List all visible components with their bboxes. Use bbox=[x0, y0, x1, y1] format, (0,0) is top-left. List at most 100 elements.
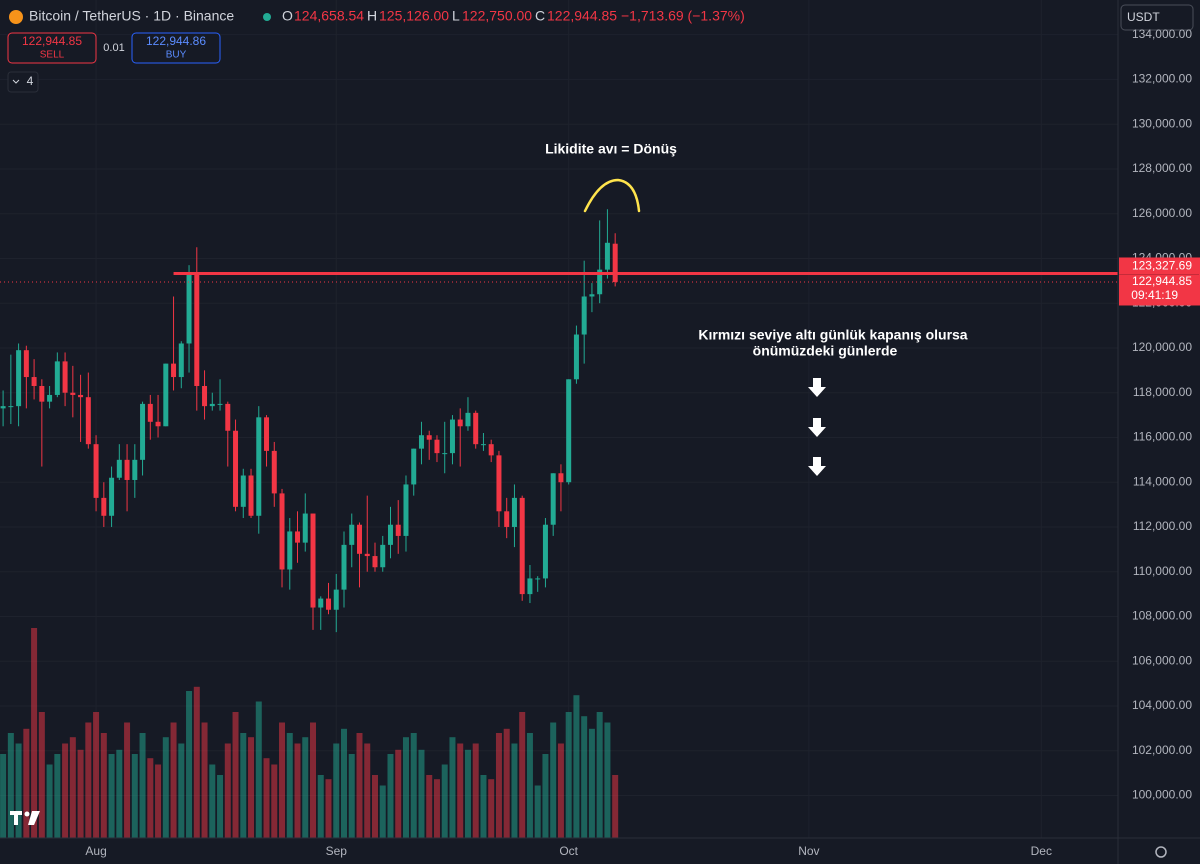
ohlc-label: C bbox=[535, 8, 545, 24]
overlay bbox=[0, 271, 1118, 283]
candle-body bbox=[558, 473, 564, 483]
volume-bar bbox=[387, 754, 394, 838]
volume-bar bbox=[488, 779, 495, 838]
volume-bar bbox=[54, 754, 61, 838]
volume-bar bbox=[255, 701, 262, 838]
volume-bar bbox=[348, 754, 355, 838]
candle-body bbox=[604, 242, 610, 270]
highlight-arc bbox=[583, 178, 641, 213]
candle-body bbox=[271, 450, 277, 494]
symbol: Bitcoin / TetherUS · 1D · Binance bbox=[29, 8, 234, 24]
annotation: önümüzdeki günlerde bbox=[753, 343, 898, 359]
ohlc-value: 124,658.54 bbox=[294, 8, 364, 24]
candle-body bbox=[434, 439, 440, 454]
candle-body bbox=[535, 578, 541, 580]
sell-price: 122,944.85 bbox=[22, 34, 82, 48]
volume-bar bbox=[155, 764, 162, 838]
indicators-toggle[interactable]: 4 bbox=[7, 71, 39, 93]
annotation: Likidite avı = Dönüş bbox=[545, 141, 677, 157]
x-tick-label: Sep bbox=[326, 844, 348, 858]
volume-bar bbox=[271, 764, 278, 838]
candle-body bbox=[589, 294, 595, 297]
candle-body bbox=[612, 243, 618, 283]
candle-body bbox=[279, 493, 285, 570]
volume-bar bbox=[248, 737, 255, 838]
volume-bar bbox=[449, 737, 456, 838]
volume-bar bbox=[38, 712, 45, 838]
annotation: Kırmızı seviye altı günlük kapanış olurs… bbox=[698, 327, 967, 343]
chevron bbox=[12, 79, 20, 84]
candle-body bbox=[473, 412, 479, 445]
settings-icon[interactable] bbox=[1155, 846, 1167, 858]
currency-box[interactable] bbox=[1120, 4, 1194, 31]
change: −1,713.69 (−1.37%) bbox=[621, 8, 745, 24]
candle-body bbox=[496, 455, 502, 512]
candle-body bbox=[295, 531, 301, 543]
volume-bar bbox=[364, 743, 371, 838]
sell-box[interactable] bbox=[7, 32, 97, 64]
sell-button[interactable]: 122,944.85 SELL bbox=[7, 32, 97, 64]
ohlc-label: H bbox=[367, 8, 377, 24]
volume-bar bbox=[565, 712, 572, 838]
candle-body bbox=[573, 334, 579, 380]
candle-body bbox=[140, 403, 146, 460]
y-tick-label: 108,000.00 bbox=[1132, 609, 1192, 623]
volume-bar bbox=[170, 722, 177, 838]
candle-body bbox=[380, 544, 386, 568]
indicators-box[interactable] bbox=[7, 71, 39, 93]
volume-bar bbox=[263, 758, 270, 838]
candle-body bbox=[186, 274, 192, 344]
arrow-down bbox=[808, 418, 826, 437]
buy-button[interactable]: 122,944.86 BUY bbox=[131, 32, 221, 64]
candle-body bbox=[163, 363, 169, 427]
volume-bar bbox=[542, 754, 549, 838]
volume-bar bbox=[503, 728, 510, 838]
indicators-count: 4 bbox=[27, 74, 34, 88]
volume-bar bbox=[333, 743, 340, 838]
candle-body bbox=[217, 403, 223, 405]
buy-box[interactable] bbox=[131, 32, 221, 64]
volume-bar bbox=[124, 722, 131, 838]
volume-bar bbox=[464, 749, 471, 838]
candle-body bbox=[566, 379, 572, 483]
volume-bar bbox=[139, 733, 146, 838]
candle-body bbox=[442, 453, 448, 455]
candle-body bbox=[62, 361, 68, 393]
x-tick-label: Aug bbox=[85, 844, 106, 858]
volume-bar bbox=[100, 733, 107, 838]
candle-body bbox=[519, 497, 525, 595]
candle-body bbox=[116, 459, 122, 478]
volume-bar bbox=[395, 749, 402, 838]
candle-body bbox=[155, 421, 161, 427]
volume-bar bbox=[294, 743, 301, 838]
candle-body bbox=[194, 274, 200, 386]
candle-body bbox=[326, 598, 332, 610]
y-tick-label: 130,000.00 bbox=[1132, 116, 1192, 130]
volume-bar bbox=[0, 754, 7, 838]
volume-bar bbox=[162, 737, 169, 838]
logo-part bbox=[14, 811, 18, 825]
volume-bar bbox=[495, 733, 502, 838]
candle-body bbox=[178, 343, 184, 378]
volume-bar bbox=[480, 775, 487, 838]
candle-body bbox=[364, 553, 370, 557]
buy-price: 122,944.86 bbox=[146, 34, 206, 48]
candle-body bbox=[264, 417, 270, 451]
volume-bar bbox=[441, 764, 448, 838]
coin-icon bbox=[9, 10, 23, 24]
volume-bar bbox=[178, 743, 185, 838]
volume-bar bbox=[379, 785, 386, 838]
candle-body bbox=[356, 524, 362, 554]
candle-body bbox=[256, 417, 262, 516]
y-tick-label: 116,000.00 bbox=[1133, 430, 1192, 444]
candle-body bbox=[47, 394, 53, 402]
candle-body bbox=[341, 544, 347, 590]
candle-body bbox=[457, 419, 463, 427]
currency-select[interactable]: USDT bbox=[1120, 4, 1194, 31]
y-tick-label: 134,000.00 bbox=[1132, 27, 1192, 41]
candle-body bbox=[93, 444, 99, 498]
candle-body bbox=[202, 385, 208, 407]
volume-bar bbox=[224, 743, 231, 838]
status-dot bbox=[263, 13, 271, 21]
